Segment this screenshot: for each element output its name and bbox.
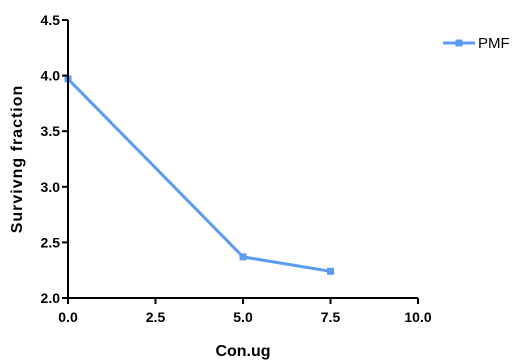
y-tick-label: 4.0 [41, 68, 61, 84]
x-tick-label: 0.0 [58, 309, 78, 325]
y-tick-label: 3.5 [41, 123, 61, 139]
x-axis-title: Con.ug [215, 343, 270, 360]
legend: PMF [443, 35, 510, 52]
y-axis-title: Survivng fraction [9, 85, 26, 234]
y-tick-label: 2.0 [41, 290, 61, 306]
data-point [239, 253, 247, 261]
y-tick-label: 3.0 [41, 179, 61, 195]
legend-square-marker-icon [455, 39, 463, 47]
legend-label: PMF [478, 35, 510, 52]
y-tick-label: 4.5 [41, 12, 61, 28]
x-tick-label: 7.5 [321, 309, 341, 325]
x-tick-label: 5.0 [233, 309, 253, 325]
y-axis-ticks: 2.0 2.5 3.0 3.5 4.0 4.5 [41, 12, 68, 306]
y-tick-label: 2.5 [41, 234, 61, 250]
x-tick-label: 2.5 [146, 309, 166, 325]
x-tick-label: 10.0 [404, 309, 431, 325]
data-point [327, 267, 334, 275]
plot-area [64, 75, 334, 275]
series-line-pmf [66, 77, 331, 273]
x-axis-ticks: 0.0 2.5 5.0 7.5 10.0 [58, 298, 432, 325]
